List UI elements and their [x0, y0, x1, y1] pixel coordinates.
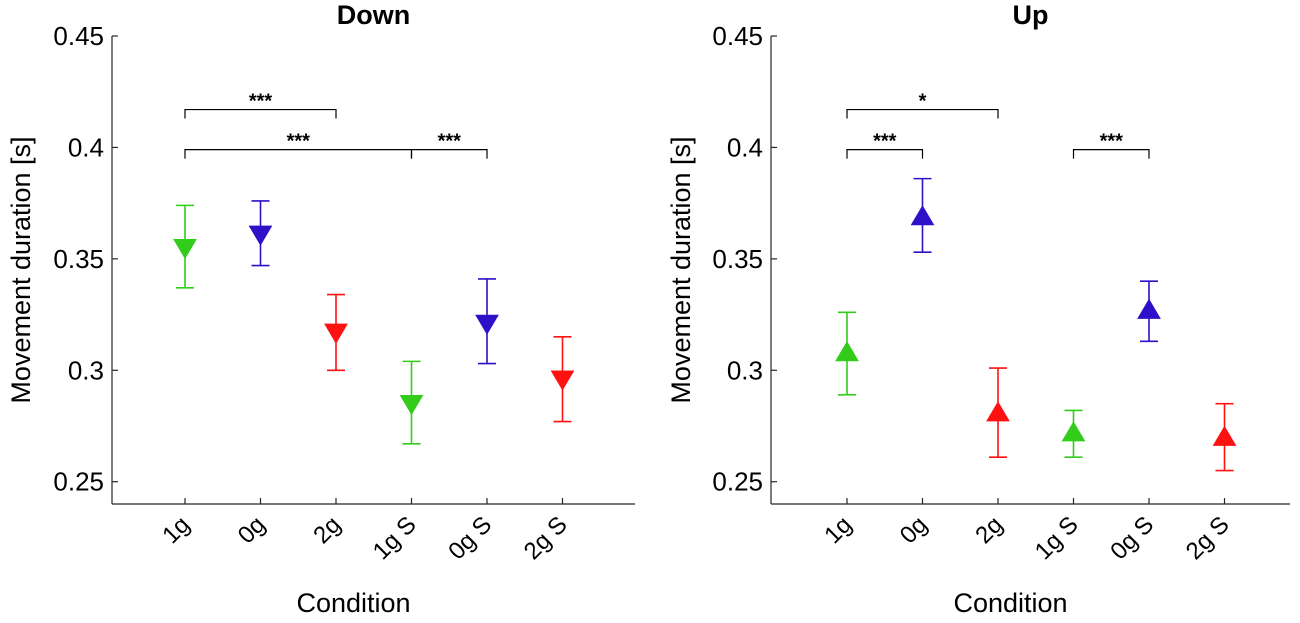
significance-label: ***: [1100, 131, 1124, 153]
x-axis-label: Condition: [953, 588, 1067, 618]
data-point-2g-S: [1212, 402, 1237, 472]
x-tick-label: 1g: [157, 511, 195, 549]
marker-triangle-down: [550, 370, 575, 391]
significance-bracket: ***: [184, 91, 337, 119]
bracket-line: [184, 108, 337, 119]
chart-title: Up: [1013, 0, 1049, 30]
marker-triangle-up: [1212, 425, 1237, 446]
x-tick-label: 2g S: [1181, 511, 1235, 565]
chart-up: Up 0.25 0.3 0.35 0.4 0.45 1g 0g 2g 1g S 0g S 2g S Co…: [666, 0, 1290, 618]
y-tick-label: 0.35: [712, 244, 763, 274]
panel-up: Up 0.25 0.3 0.35 0.4 0.45 1g 0g 2g 1g S 0g S 2g S Co…: [650, 0, 1300, 623]
chart-down: Down 0.25 0.3 0.35 0.4 0.45 1g 0g 2g 1g S 0g S 2g S…: [6, 0, 635, 618]
bracket-line: [846, 108, 999, 119]
significance-label: ***: [438, 131, 462, 153]
significance-label: *: [919, 91, 927, 113]
x-tick-label: 1g S: [368, 511, 422, 565]
data-point-1g-S: [1061, 409, 1086, 459]
chart-title: Down: [337, 0, 411, 30]
significance-label: ***: [249, 91, 273, 113]
x-tick-label: 2g: [970, 511, 1008, 549]
y-tick-label: 0.3: [727, 355, 763, 385]
marker-triangle-up: [910, 205, 935, 226]
x-tick-label: 1g: [819, 511, 857, 549]
data-point-2g-S: [550, 336, 575, 423]
data-point-2g: [324, 293, 348, 372]
x-tick-label: 0g S: [1105, 511, 1159, 565]
data-point-2g: [986, 367, 1010, 459]
significance-bracket: ***: [1072, 131, 1150, 159]
data-point-1g: [173, 204, 197, 289]
significance-label: ***: [287, 131, 311, 153]
significance-bracket: ***: [846, 131, 924, 159]
marker-triangle-up: [1137, 298, 1161, 319]
y-axis-label: Movement duration [s]: [6, 136, 36, 403]
marker-triangle-down: [475, 314, 499, 335]
data-point-1g-S: [399, 360, 424, 445]
x-axis-label: Condition: [296, 588, 410, 618]
x-tick-label: 2g S: [519, 511, 573, 565]
significance-label: ***: [873, 131, 897, 153]
data-point-0g-S: [1137, 280, 1161, 343]
x-tick-label: 1g S: [1030, 511, 1084, 565]
panel-down: Down 0.25 0.3 0.35 0.4 0.45 1g 0g 2g 1g S 0g S 2g S…: [6, 0, 635, 618]
y-tick-label: 0.45: [53, 21, 104, 51]
bracket-line: [410, 149, 488, 159]
data-point-1g: [835, 311, 859, 396]
significance-bracket: *: [846, 91, 999, 119]
x-tick-label: 0g: [233, 511, 271, 549]
data-point-0g: [910, 177, 935, 253]
bracket-line: [846, 149, 924, 159]
marker-triangle-down: [399, 394, 424, 416]
data-point-0g-S: [475, 278, 499, 365]
bracket-line: [1072, 149, 1150, 159]
marker-triangle-down: [324, 323, 348, 344]
x-tick-label: 2g: [308, 511, 346, 549]
y-tick-label: 0.4: [727, 132, 763, 162]
marker-triangle-up: [835, 341, 859, 362]
data-point-0g: [248, 200, 273, 267]
marker-triangle-down: [248, 225, 273, 246]
y-tick-label: 0.35: [53, 244, 104, 274]
y-tick-label: 0.4: [68, 132, 104, 162]
marker-triangle-up: [986, 401, 1010, 422]
y-tick-label: 0.25: [53, 467, 104, 497]
y-tick-label: 0.45: [712, 21, 763, 51]
x-tick-label: 0g S: [443, 511, 497, 565]
significance-bracket: ***: [410, 131, 488, 159]
marker-triangle-up: [1061, 421, 1086, 442]
significance-bracket: ***: [184, 131, 413, 159]
x-tick-label: 0g: [895, 511, 933, 549]
y-tick-label: 0.3: [68, 355, 104, 385]
y-tick-label: 0.25: [712, 467, 763, 497]
y-axis-label: Movement duration [s]: [666, 136, 696, 403]
marker-triangle-down: [173, 238, 197, 260]
